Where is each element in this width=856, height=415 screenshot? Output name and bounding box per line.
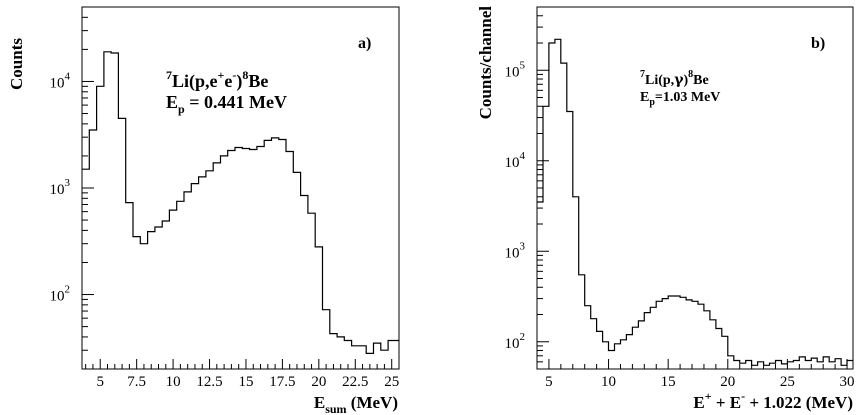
x-tick-label: 30: [840, 374, 855, 390]
y-tick-label: 104: [505, 150, 526, 171]
x-tick-label: 25: [384, 374, 399, 390]
x-tick-label: 20: [311, 374, 326, 390]
panel-b-y-axis-title: Counts/channel: [476, 6, 495, 120]
x-tick-label: 15: [661, 374, 676, 390]
panel-a-histogram-line: [82, 51, 399, 354]
x-tick-label: 25: [780, 374, 795, 390]
y-tick-label: 102: [50, 284, 71, 305]
x-tick-label: 10: [166, 374, 181, 390]
panel-a-y-axis-title: Counts: [7, 38, 26, 90]
y-tick-label: 103: [50, 177, 71, 198]
panel-b-histogram-line: [537, 38, 853, 366]
panel-a-reaction-label: 7Li(p,e+e-)8Be: [166, 68, 268, 92]
panel-b-y-ticks: 102 103 104 105: [505, 6, 549, 370]
panel-a: 5 7.5 10 12.5 15 17.5 20 22.5 25 102 103 104 a) 7L…: [7, 6, 400, 415]
panel-b-reaction-label: 7Li(p,γ)8Be: [640, 69, 709, 88]
panel-a-x-axis-title: Esum (MeV): [314, 393, 398, 415]
y-tick-label: 103: [505, 240, 526, 261]
x-tick-label: 20: [720, 374, 735, 390]
y-tick-label: 102: [505, 331, 526, 352]
panel-b-label: b): [811, 35, 825, 52]
panel-a-label: a): [358, 35, 371, 52]
x-tick-label: 17.5: [269, 374, 295, 390]
x-tick-label: 22.5: [342, 374, 368, 390]
x-tick-label: 12.5: [196, 374, 222, 390]
panel-a-frame: [81, 6, 400, 370]
x-tick-label: 10: [601, 374, 616, 390]
x-tick-label: 5: [545, 374, 553, 390]
panel-b-frame: [536, 6, 854, 370]
panel-a-x-ticks: 5 7.5 10 12.5 15 17.5 20 22.5 25: [85, 359, 400, 390]
x-tick-label: 15: [238, 374, 253, 390]
x-tick-label: 7.5: [127, 374, 146, 390]
panel-b-energy-label: Ep=1.03 MeV: [640, 90, 720, 108]
panel-a-y-ticks: 102 103 104: [50, 6, 94, 370]
panel-b-x-axis-title: E+ + E- + 1.022 (MeV): [693, 389, 853, 412]
x-tick-label: 5: [96, 374, 104, 390]
y-tick-label: 104: [50, 70, 71, 91]
y-tick-label: 105: [505, 59, 526, 80]
panel-b-x-ticks: 5 10 15 20 25 30: [536, 359, 855, 390]
panel-a-energy-label: Ep = 0.441 MeV: [166, 92, 287, 116]
